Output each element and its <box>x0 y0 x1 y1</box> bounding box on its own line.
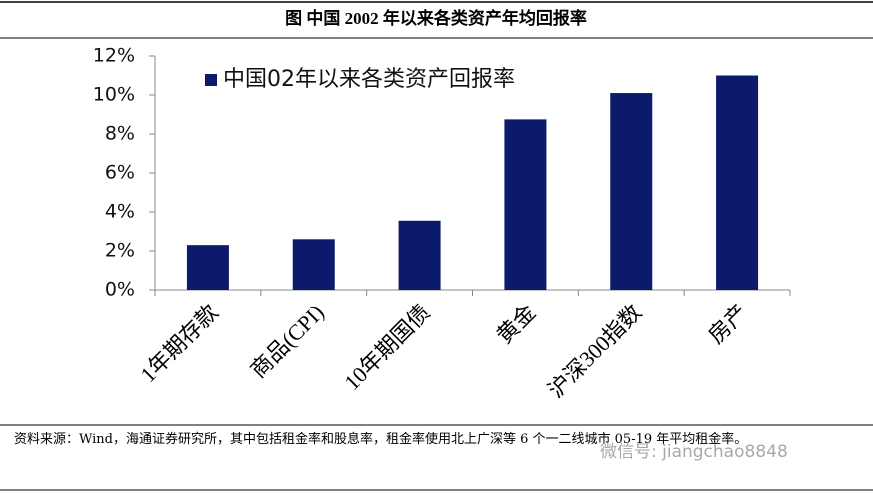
bar <box>398 220 441 290</box>
bar <box>186 245 229 290</box>
x-tick-label: 沪深300指数 <box>543 299 646 402</box>
y-tick-label: 6% <box>105 162 135 184</box>
watermark: 微信号: jiangchao8848 <box>600 442 788 462</box>
x-tick-label: 1年期存款 <box>135 299 223 387</box>
source-box: 资料来源：Wind，海通证券研究所，其中包括租金率和股息率，租金率使用北上广深等… <box>14 432 748 447</box>
y-tick-label: 4% <box>105 201 135 223</box>
bar <box>504 119 547 290</box>
bar <box>716 75 759 290</box>
x-tick-label: 黄金 <box>492 299 541 348</box>
y-tick-label: 10% <box>93 84 135 106</box>
y-tick-label: 2% <box>105 240 135 262</box>
x-tick-label: 房产 <box>703 299 752 348</box>
legend-swatch <box>205 74 217 86</box>
x-tick-label: 10年期国债 <box>339 299 434 394</box>
source-note: 资料来源：Wind，海通证券研究所，其中包括租金率和股息率，租金率使用北上广深等… <box>14 432 748 447</box>
chart-title: 图 中国 2002 年以来各类资产年均回报率 <box>285 8 587 28</box>
bar <box>610 93 653 290</box>
y-tick-label: 0% <box>105 279 135 301</box>
bar <box>292 239 335 290</box>
x-tick-label: 商品(CPI) <box>245 299 328 382</box>
y-tick-label: 12% <box>93 45 135 67</box>
y-tick-label: 8% <box>105 123 135 145</box>
legend-label: 中国02年以来各类资产回报率 <box>223 67 515 92</box>
